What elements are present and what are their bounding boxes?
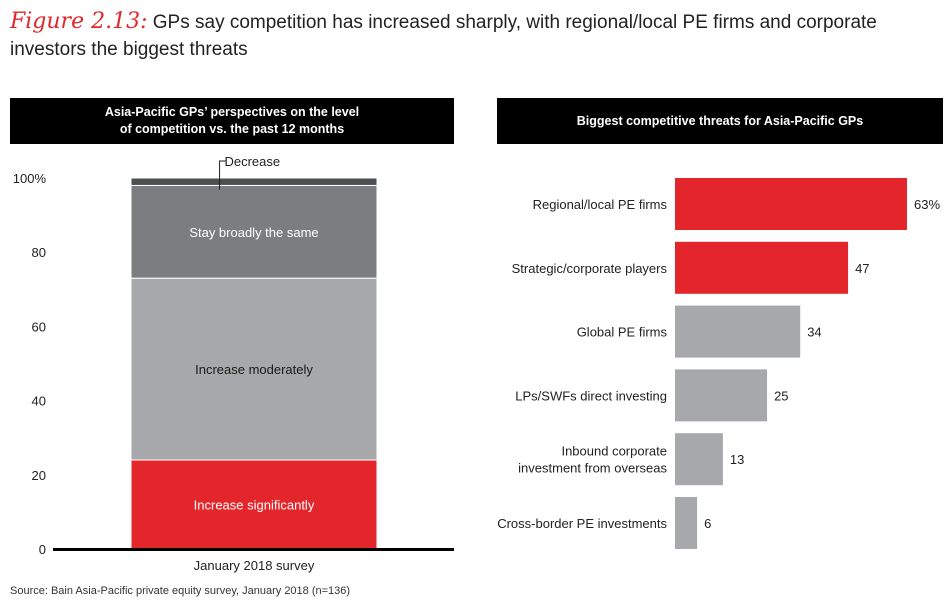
threat-value-label: 63% — [914, 197, 940, 212]
stacked-segment — [130, 177, 378, 186]
stacked-segment — [130, 184, 378, 279]
x-category-label: January 2018 survey — [194, 558, 315, 573]
threat-bar — [675, 305, 801, 358]
threat-category-label: Strategic/corporate players — [512, 261, 668, 276]
threat-category-label: Cross-border PE investments — [497, 516, 667, 531]
segment-label: Increase significantly — [194, 497, 315, 512]
segment-label: Increase moderately — [195, 362, 313, 377]
figure-text: GPs say competition has increased sharpl… — [10, 12, 877, 60]
threat-bar — [675, 497, 698, 549]
leader-line — [219, 160, 226, 190]
left-chart-title-line-1: Asia-Pacific GPs’ perspectives on the le… — [104, 105, 360, 119]
y-tick-label: 20 — [32, 468, 46, 483]
y-tick-label: 40 — [32, 394, 46, 409]
threat-value-label: 6 — [704, 516, 711, 531]
threat-category-label: investment from overseas — [518, 461, 667, 476]
threat-value-label: 13 — [730, 452, 744, 467]
threat-value-label: 25 — [774, 388, 788, 403]
figure-label: Figure 2.13: — [10, 9, 148, 34]
threat-bar — [675, 178, 907, 230]
threat-bar — [675, 369, 768, 422]
threat-bar — [675, 433, 723, 486]
source-note: Source: Bain Asia-Pacific private equity… — [10, 585, 351, 597]
threat-category-label: LPs/SWFs direct investing — [515, 388, 667, 403]
y-tick-label: 100% — [13, 171, 47, 186]
stacked-segment — [130, 277, 378, 461]
threat-value-label: 47 — [855, 261, 869, 276]
threat-bar — [675, 241, 849, 294]
stacked-segment — [130, 459, 378, 550]
segment-label: Decrease — [224, 154, 280, 169]
threat-value-label: 34 — [807, 325, 821, 340]
threat-category-label: Global PE firms — [577, 325, 668, 340]
y-tick-label: 60 — [32, 319, 46, 334]
threat-category-label: Inbound corporate — [561, 444, 667, 459]
y-tick-label: 80 — [32, 245, 46, 260]
threat-category-label: Regional/local PE firms — [533, 197, 668, 212]
segment-label: Stay broadly the same — [189, 225, 318, 240]
right-chart-title: Biggest competitive threats for Asia-Pac… — [576, 113, 864, 128]
y-tick-label: 0 — [39, 542, 46, 557]
left-chart-header: Asia-Pacific GPs’ perspectives on the le… — [10, 98, 454, 144]
right-chart-header: Biggest competitive threats for Asia-Pac… — [497, 98, 943, 144]
figure-title: Figure 2.13: GPs say competition has inc… — [10, 8, 945, 63]
left-chart-title-line-2: of competition vs. the past 12 months — [119, 122, 345, 136]
